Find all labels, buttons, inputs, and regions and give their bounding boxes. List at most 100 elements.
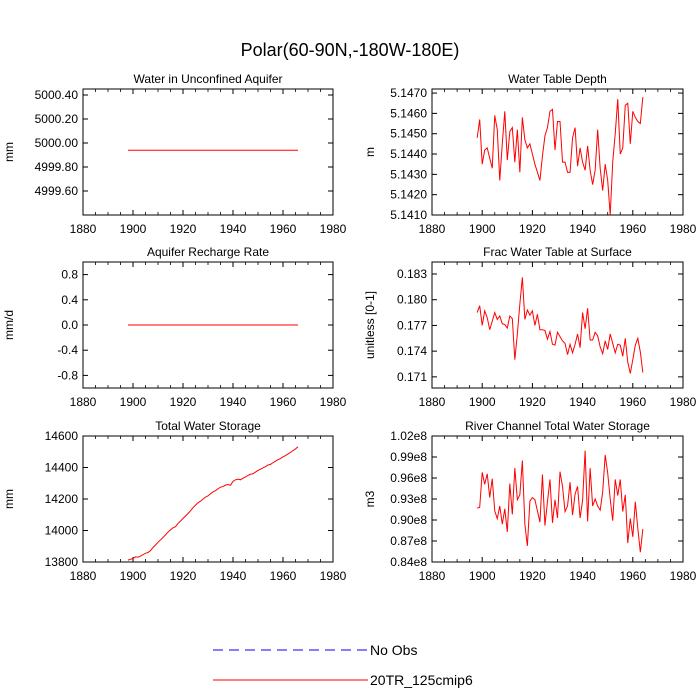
y-axis-label: m: [363, 147, 377, 157]
y-tick-label: -0.8: [57, 368, 78, 382]
x-tick-label: 1940: [220, 569, 247, 583]
panel-title: Water in Unconfined Aquifer: [134, 72, 283, 86]
series-line-20TR_125cmip6: [127, 446, 299, 561]
legend-model-label: 20TR_125cmip6: [370, 672, 473, 688]
y-tick-label: 5.1440: [390, 147, 427, 161]
y-tick-label: 5.1420: [390, 188, 427, 202]
y-axis-label: mm: [2, 142, 16, 162]
x-tick-label: 1900: [469, 222, 496, 236]
series-line-20TR_125cmip6: [477, 450, 644, 553]
panel-title: Total Water Storage: [155, 419, 261, 433]
x-tick-label: 1880: [70, 222, 97, 236]
y-tick-label: 0.93e8: [390, 492, 427, 506]
plot-frame: [431, 435, 684, 563]
plot-frame: [82, 88, 334, 216]
y-tick-label: 0.4: [61, 293, 78, 307]
x-tick-label: 1900: [120, 222, 147, 236]
figure-title: Polar(60-90N,-180W-180E): [241, 40, 460, 60]
x-tick-label: 1980: [320, 395, 347, 409]
x-tick-label: 1940: [569, 569, 596, 583]
panel-water-in-unconfined-aquifer: Water in Unconfined Aquifer mm 1880 1900 192…: [2, 72, 347, 236]
y-tick-label: 4999.80: [35, 160, 79, 174]
y-tick-label: 5000.20: [35, 112, 79, 126]
y-tick-label: 5.1470: [390, 86, 427, 100]
x-tick-label: 1960: [619, 222, 646, 236]
y-tick-label: 0.99e8: [390, 450, 427, 464]
y-tick-label: 14400: [45, 461, 79, 475]
x-tick-label: 1900: [469, 569, 496, 583]
x-tick-label: 1960: [270, 569, 297, 583]
x-tick-label: 1880: [419, 569, 446, 583]
x-tick-label: 1980: [670, 395, 697, 409]
y-tick-label: 0.84e8: [390, 555, 427, 569]
x-tick-label: 1880: [419, 222, 446, 236]
plot-frame: [431, 261, 684, 389]
x-tick-label: 1980: [670, 569, 697, 583]
x-tick-label: 1960: [270, 222, 297, 236]
x-tick-label: 1960: [619, 569, 646, 583]
x-tick-label: 1980: [320, 222, 347, 236]
x-tick-label: 1920: [170, 569, 197, 583]
y-tick-label: 0.90e8: [390, 513, 427, 527]
x-tick-label: 1880: [419, 395, 446, 409]
y-tick-label: 1.02e8: [390, 429, 427, 443]
y-tick-label: 14000: [45, 524, 79, 538]
y-tick-label: 0.177: [397, 318, 427, 332]
x-tick-label: 1920: [519, 569, 546, 583]
series-line-20TR_125cmip6: [476, 97, 644, 216]
y-tick-label: 0.183: [397, 267, 427, 281]
y-tick-label: 5000.40: [35, 88, 79, 102]
y-tick-label: 5.1460: [390, 106, 427, 120]
panel-water-table-depth: Water Table Depth m 1880 1900 1920 1940 1960 19…: [363, 72, 697, 236]
y-tick-label: 0.180: [397, 293, 427, 307]
y-tick-label: 0.87e8: [390, 534, 427, 548]
y-tick-label: 0.8: [61, 268, 78, 282]
x-tick-label: 1940: [220, 395, 247, 409]
panel-river-channel-total-water-storage: River Channel Total Water Storage m3 1880 1…: [363, 419, 697, 583]
panel-title: Frac Water Table at Surface: [483, 245, 632, 259]
panel-aquifer-recharge-rate: Aquifer Recharge Rate mm/d 1880 1900 1920 194…: [2, 245, 347, 409]
y-tick-label: 5.1450: [390, 127, 427, 141]
x-tick-label: 1920: [519, 395, 546, 409]
x-tick-label: 1900: [120, 569, 147, 583]
series-line-20TR_125cmip6: [476, 277, 644, 374]
x-tick-label: 1920: [519, 222, 546, 236]
y-tick-label: 14600: [45, 429, 79, 443]
x-tick-label: 1980: [320, 569, 347, 583]
legend: No Obs 20TR_125cmip6: [213, 642, 473, 688]
x-tick-label: 1900: [120, 395, 147, 409]
x-tick-label: 1920: [170, 222, 197, 236]
y-tick-label: 0.96e8: [390, 471, 427, 485]
panel-title: River Channel Total Water Storage: [465, 419, 650, 433]
panel-title: Water Table Depth: [508, 72, 607, 86]
panel-title: Aquifer Recharge Rate: [147, 245, 269, 259]
x-tick-label: 1880: [70, 395, 97, 409]
y-axis-label: mm: [2, 489, 16, 509]
x-tick-label: 1900: [469, 395, 496, 409]
legend-obs-label: No Obs: [370, 642, 417, 658]
panel-frac-water-table-at-surface: Frac Water Table at Surface unitless [0-1…: [363, 245, 697, 409]
y-axis-label: mm/d: [2, 310, 16, 340]
plot-frame: [431, 88, 684, 216]
x-tick-label: 1940: [220, 222, 247, 236]
y-tick-label: 0.171: [397, 370, 427, 384]
y-tick-label: 5.1410: [390, 208, 427, 222]
y-tick-label: 5000.00: [35, 136, 79, 150]
y-tick-label: 14200: [45, 492, 79, 506]
plot-frame: [82, 435, 334, 563]
x-tick-label: 1980: [670, 222, 697, 236]
x-tick-label: 1940: [569, 395, 596, 409]
y-tick-label: 4999.60: [35, 184, 79, 198]
x-tick-label: 1880: [70, 569, 97, 583]
panel-total-water-storage: Total Water Storage mm 1880 1900 1920 1940 196…: [2, 419, 347, 583]
x-tick-label: 1920: [170, 395, 197, 409]
y-axis-label: m3: [363, 490, 377, 507]
x-tick-label: 1960: [619, 395, 646, 409]
y-tick-label: 0.0: [61, 318, 78, 332]
y-tick-label: 13800: [45, 555, 79, 569]
y-tick-label: 0.174: [397, 344, 427, 358]
y-axis-label: unitless [0-1]: [363, 291, 377, 359]
x-tick-label: 1960: [270, 395, 297, 409]
y-tick-label: -0.4: [57, 343, 78, 357]
